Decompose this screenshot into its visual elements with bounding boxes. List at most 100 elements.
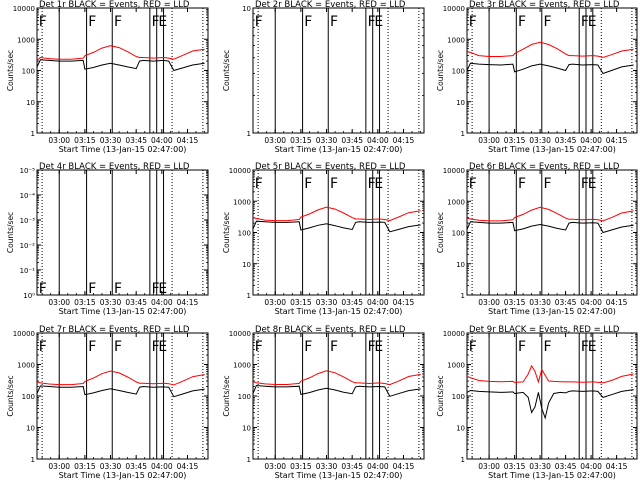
panel-title: Det 5r BLACK = Events, RED = LLD <box>255 162 406 172</box>
events-series-line <box>466 62 634 75</box>
x-tick-label: 03:30 <box>316 298 338 307</box>
panel-9: Det 9r BLACK = Events, RED = LLD 1 10 100 10… <box>436 325 638 480</box>
panel-3: Det 3r BLACK = Events, RED = LLD 1 10 100 10… <box>436 0 638 154</box>
events-series-line <box>36 59 205 72</box>
flag-label: F <box>581 339 589 355</box>
flag-label: F <box>152 281 160 297</box>
x-tick-label: 03:30 <box>529 462 551 471</box>
y-tick-label: 1 <box>31 456 35 464</box>
flag-label: F <box>581 14 589 30</box>
x-tick-label: 04:00 <box>580 462 602 471</box>
flag-label: F <box>255 176 263 192</box>
panel-title: Det 3r BLACK = Events, RED = LLD <box>469 0 620 10</box>
x-tick-label: 04:00 <box>367 462 389 471</box>
x-tick-label: 03:30 <box>529 136 551 145</box>
flag-label: E <box>374 14 383 30</box>
y-tick-label: 1 <box>461 456 465 464</box>
y-tick-label: 1 <box>247 456 251 464</box>
x-tick-label: 03:30 <box>100 298 122 307</box>
plot-frame <box>466 169 638 296</box>
y-tick-label: 10⁻² <box>20 242 36 250</box>
y-tick-label: 1000 <box>17 362 35 370</box>
plot-frame <box>36 7 209 134</box>
x-tick-label: 04:15 <box>393 298 415 307</box>
x-axis-label: Start Time (13-Jan-15 02:47:00) <box>59 145 187 154</box>
x-tick-label: 03:15 <box>504 462 526 471</box>
x-axis-label: Start Time (13-Jan-15 02:47:00) <box>488 471 616 480</box>
x-tick-label: 04:15 <box>177 462 199 471</box>
flag-label: F <box>330 176 338 192</box>
flag-label: E <box>588 14 597 30</box>
y-tick-label: 10000 <box>443 5 465 13</box>
x-tick-label: 03:15 <box>290 462 312 471</box>
lld-series-line <box>466 364 634 384</box>
y-tick-label: 1000 <box>447 36 465 44</box>
x-tick-label: 03:00 <box>478 298 500 307</box>
plot-frame <box>36 332 209 460</box>
flag-label: F <box>368 14 376 30</box>
flag-label: F <box>518 14 526 30</box>
x-tick-label: 03:00 <box>48 298 70 307</box>
x-tick-label: 04:15 <box>177 298 199 307</box>
panel-title: Det 2r BLACK = Events, RED = LLD <box>255 0 406 10</box>
y-tick-label: 1 <box>31 130 35 138</box>
y-tick-label: 10000 <box>13 5 35 13</box>
flag-label: F <box>469 14 477 30</box>
flag-label: F <box>152 339 160 355</box>
x-tick-label: 03:30 <box>100 462 122 471</box>
y-tick-label: 1 <box>247 292 251 300</box>
x-tick-label: 04:00 <box>367 136 389 145</box>
x-tick-label: 03:45 <box>555 462 577 471</box>
y-axis-label: Counts/sec <box>222 50 231 91</box>
x-tick-label: 03:15 <box>74 298 96 307</box>
plot-frame <box>252 332 425 460</box>
x-axis-label: Start Time (13-Jan-15 02:47:00) <box>488 307 616 316</box>
y-tick-label: 10 <box>456 261 465 269</box>
y-axis-label: Counts/sec <box>6 212 15 253</box>
flag-label: F <box>114 281 122 297</box>
flag-label: F <box>368 176 376 192</box>
lld-series-line <box>252 370 421 386</box>
panel-4: Det 4r BLACK = Events, RED = LLD 10⁰ 10⁻¹ 1… <box>6 162 209 316</box>
flag-label: F <box>518 339 526 355</box>
flag-label: F <box>255 339 263 355</box>
flag-label: F <box>304 339 312 355</box>
flag-label: F <box>518 176 526 192</box>
panel-title: Det 9r BLACK = Events, RED = LLD <box>469 325 620 335</box>
events-series-line <box>252 220 421 233</box>
panel-8: Det 8r BLACK = Events, RED = LLD 1 10 100 10… <box>222 325 425 480</box>
x-tick-label: 03:15 <box>290 136 312 145</box>
panel-1: Det 1r BLACK = Events, RED = LLD 1 10 100 10… <box>6 0 209 154</box>
x-tick-label: 04:00 <box>151 136 173 145</box>
flag-label: F <box>469 176 477 192</box>
x-tick-label: 04:15 <box>606 462 628 471</box>
y-tick-label: 10 <box>242 261 251 269</box>
flag-label: F <box>544 176 552 192</box>
x-tick-label: 04:00 <box>151 462 173 471</box>
x-tick-label: 04:15 <box>393 136 415 145</box>
x-axis-label: Start Time (13-Jan-15 02:47:00) <box>275 307 403 316</box>
x-tick-label: 03:30 <box>316 462 338 471</box>
y-tick-label: 1 <box>247 130 251 138</box>
x-axis-label: Start Time (13-Jan-15 02:47:00) <box>275 471 403 480</box>
x-tick-label: 03:00 <box>264 298 286 307</box>
y-tick-label: 100 <box>238 393 251 401</box>
lld-series-line <box>36 45 205 61</box>
x-tick-label: 03:45 <box>341 298 363 307</box>
y-tick-label: 1000 <box>233 198 251 206</box>
y-tick-label: 1 <box>461 292 465 300</box>
y-tick-label: 10⁰ <box>23 292 35 300</box>
y-axis-label: Counts/sec <box>436 212 445 253</box>
y-tick-label: 10000 <box>443 330 465 338</box>
y-tick-label: 10 <box>26 99 35 107</box>
y-tick-label: 10000 <box>229 330 251 338</box>
y-tick-label: 1000 <box>447 362 465 370</box>
panel-title: Det 1r BLACK = Events, RED = LLD <box>39 0 190 10</box>
flag-label: F <box>330 339 338 355</box>
panel-6: Det 6r BLACK = Events, RED = LLD 1 10 100 10… <box>436 162 638 316</box>
events-series-line <box>36 385 205 398</box>
y-tick-label: 10000 <box>13 330 35 338</box>
plot-frame <box>252 169 425 296</box>
panel-title: Det 7r BLACK = Events, RED = LLD <box>39 325 190 335</box>
